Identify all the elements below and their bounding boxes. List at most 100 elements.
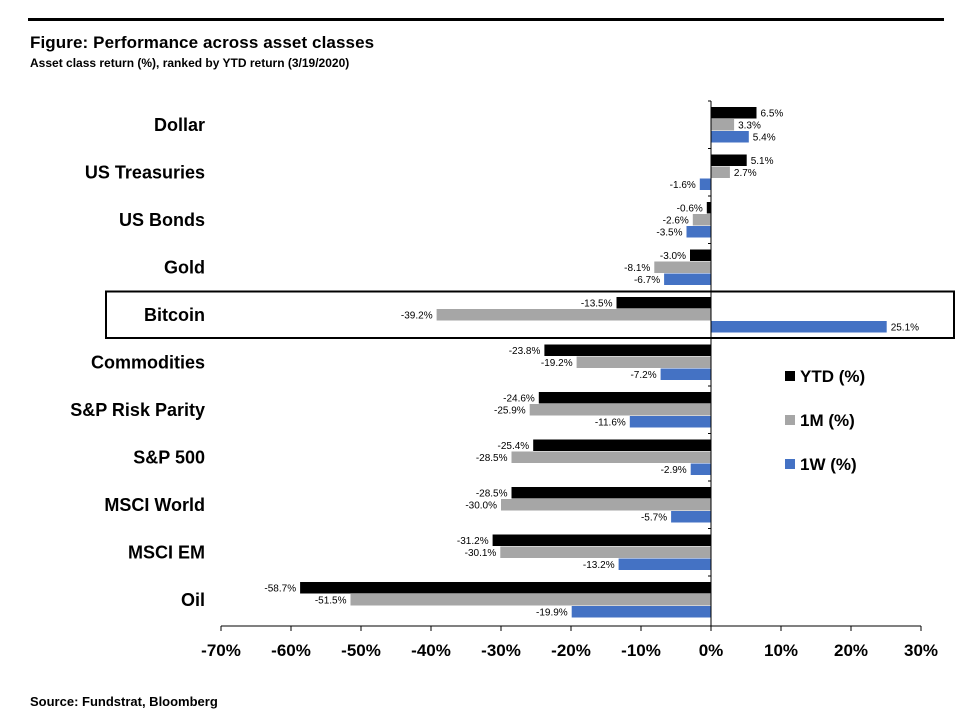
highlight-box-bitcoin [105, 290, 955, 339]
data-label-gold-ytd: -3.0% [660, 251, 686, 262]
bar-sandp-500-1w [690, 463, 711, 475]
x-tick-label: -70% [201, 641, 241, 660]
legend-swatch-1m [785, 415, 795, 425]
bar-dollar-1m [711, 119, 735, 131]
data-label-oil-ytd: -58.7% [264, 584, 296, 595]
bar-oil-ytd [300, 582, 711, 594]
bar-commodities-1m [576, 356, 711, 368]
bar-gold-ytd [690, 249, 711, 261]
category-label-gold: Gold [164, 257, 205, 277]
legend-label-1m: 1M (%) [800, 411, 855, 430]
bar-us-bonds-1w [686, 226, 711, 238]
data-label-oil-1w: -19.9% [536, 608, 568, 619]
data-label-sandp-risk-parity-1w: -11.6% [595, 418, 626, 429]
x-tick-label: -20% [551, 641, 591, 660]
bar-sandp-risk-parity-ytd [538, 392, 711, 404]
data-label-us-treasuries-ytd: 5.1% [751, 156, 774, 167]
category-label-oil: Oil [181, 590, 205, 610]
data-label-dollar-ytd: 6.5% [761, 109, 784, 120]
bar-dollar-1w [711, 131, 749, 143]
data-label-msci-world-ytd: -28.5% [476, 489, 508, 500]
bar-oil-1m [350, 594, 711, 606]
bar-sandp-500-ytd [533, 439, 711, 451]
x-tick-label: 10% [764, 641, 798, 660]
bar-msci-world-1w [671, 511, 711, 523]
data-label-commodities-1w: -7.2% [630, 370, 656, 381]
bar-msci-world-1m [501, 499, 711, 511]
category-label-dollar: Dollar [154, 115, 205, 135]
category-label-sandp-risk-parity: S&P Risk Parity [70, 400, 205, 420]
bar-us-bonds-ytd [706, 202, 711, 214]
category-label-bitcoin: Bitcoin [144, 305, 205, 325]
data-label-gold-1w: -6.7% [634, 275, 660, 286]
data-label-us-treasuries-1w: -1.6% [670, 180, 696, 191]
bar-bitcoin-1w [711, 321, 887, 333]
bar-commodities-ytd [544, 344, 711, 356]
bar-sandp-500-1m [511, 451, 711, 463]
bar-commodities-1w [660, 368, 711, 380]
data-label-bitcoin-1w: 25.1% [891, 323, 919, 334]
data-label-sandp-500-1m: -28.5% [476, 453, 508, 464]
bar-gold-1w [664, 273, 711, 285]
bar-gold-1m [654, 261, 711, 273]
category-label-us-treasuries: US Treasuries [85, 162, 205, 182]
x-tick-label: 0% [699, 641, 724, 660]
category-label-sandp-500: S&P 500 [133, 447, 205, 467]
bar-us-bonds-1m [692, 214, 711, 226]
category-label-us-bonds: US Bonds [119, 210, 205, 230]
data-label-bitcoin-1m: -39.2% [401, 311, 433, 322]
legend-swatch-1w [785, 459, 795, 469]
bar-msci-em-1w [618, 558, 711, 570]
data-label-commodities-ytd: -23.8% [509, 346, 541, 357]
bar-oil-1w [571, 606, 711, 618]
bar-msci-em-ytd [492, 534, 711, 546]
data-label-dollar-1w: 5.4% [753, 133, 776, 144]
data-label-sandp-risk-parity-ytd: -24.6% [503, 394, 535, 405]
x-tick-label: -10% [621, 641, 661, 660]
chart-title: Figure: Performance across asset classes [30, 33, 375, 52]
x-tick-label: -60% [271, 641, 311, 660]
top-rule [28, 18, 944, 21]
data-label-us-bonds-1m: -2.6% [663, 216, 689, 227]
data-label-msci-em-1m: -30.1% [465, 548, 497, 559]
category-label-commodities: Commodities [91, 352, 205, 372]
bar-bitcoin-1m [436, 309, 711, 321]
data-label-oil-1m: -51.5% [315, 596, 347, 607]
legend-swatch-ytd [785, 371, 795, 381]
data-label-msci-em-ytd: -31.2% [457, 536, 489, 547]
chart-subtitle: Asset class return (%), ranked by YTD re… [30, 56, 350, 70]
source-note: Source: Fundstrat, Bloomberg [30, 694, 218, 709]
data-label-dollar-1m: 3.3% [738, 121, 761, 132]
data-label-gold-1m: -8.1% [624, 263, 650, 274]
bar-us-treasuries-ytd [711, 154, 747, 166]
x-tick-label: 30% [904, 641, 938, 660]
legend-label-1w: 1W (%) [800, 455, 857, 474]
legend-label-ytd: YTD (%) [800, 367, 865, 386]
bar-us-treasuries-1w [699, 178, 711, 190]
category-label-msci-world: MSCI World [104, 495, 205, 515]
x-tick-label: 20% [834, 641, 868, 660]
data-label-bitcoin-ytd: -13.5% [581, 299, 613, 310]
data-label-msci-world-1m: -30.0% [465, 501, 497, 512]
data-label-sandp-risk-parity-1m: -25.9% [494, 406, 526, 417]
x-tick-label: -40% [411, 641, 451, 660]
bar-us-treasuries-1m [711, 166, 730, 178]
bar-bitcoin-ytd [616, 297, 711, 309]
x-tick-label: -50% [341, 641, 381, 660]
bar-dollar-ytd [711, 107, 757, 119]
bar-msci-em-1m [500, 546, 711, 558]
bar-msci-world-ytd [511, 487, 711, 499]
data-label-us-bonds-1w: -3.5% [656, 228, 682, 239]
data-label-us-treasuries-1m: 2.7% [734, 168, 757, 179]
data-label-msci-em-1w: -13.2% [583, 560, 615, 571]
data-label-us-bonds-ytd: -0.6% [677, 204, 703, 215]
bar-sandp-risk-parity-1w [629, 416, 711, 428]
data-label-sandp-500-1w: -2.9% [661, 465, 687, 476]
x-tick-label: -30% [481, 641, 521, 660]
data-label-commodities-1m: -19.2% [541, 358, 573, 369]
data-label-msci-world-1w: -5.7% [641, 513, 667, 524]
bar-sandp-risk-parity-1m [529, 404, 711, 416]
data-label-sandp-500-ytd: -25.4% [498, 441, 530, 452]
category-label-msci-em: MSCI EM [128, 542, 205, 562]
